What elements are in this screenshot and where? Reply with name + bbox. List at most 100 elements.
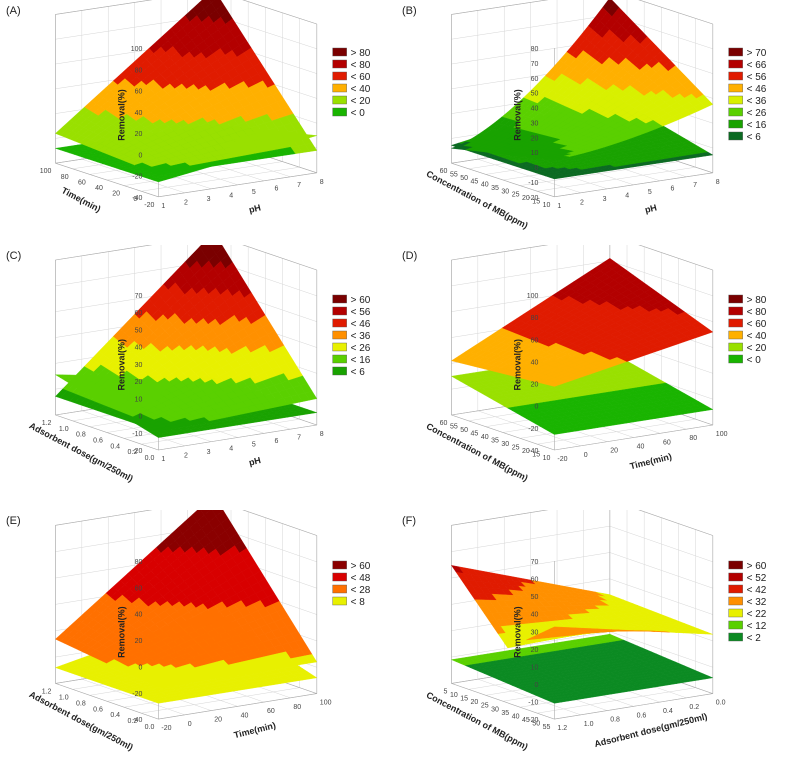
y-tick-label: 8 — [320, 431, 324, 438]
y-axis-label: pH — [248, 202, 262, 215]
y-tick-label: 7 — [693, 182, 697, 189]
chart-panel-a: (A) 100 80 60 40 20 0 -20 -40 100 80 60 40 20 0 -20 1 2 3 4… — [0, 0, 396, 240]
surface-plot-svg: (C) 70 60 50 40 30 20 10 0 -10 -20 1.2 1.0 0.8 0.6 0.4 0… — [6, 245, 371, 484]
x-tick-label: 1.0 — [59, 694, 69, 701]
legend-swatch — [728, 354, 743, 364]
y-tick-label: 4 — [229, 445, 233, 452]
legend-entry: < 40 — [351, 84, 371, 95]
z-tick-label: 20 — [531, 382, 539, 389]
legend: > 80< 80< 60< 40< 20< 0 — [332, 47, 371, 119]
y-tick-label: 3 — [207, 196, 211, 203]
legend-swatch — [728, 632, 743, 642]
z-tick-label: 70 — [135, 293, 143, 300]
z-tick-label: 50 — [135, 327, 143, 334]
x-tick-label: 5 — [444, 688, 448, 695]
legend-swatch — [728, 131, 743, 141]
chart-panel-c: (C) 70 60 50 40 30 20 10 0 -10 -20 1.2 1.0 0.8 0.6 0.4 0… — [0, 245, 396, 495]
z-tick-label: -10 — [528, 180, 538, 187]
y-tick-label: 20 — [610, 448, 618, 455]
y-tick-label: 0 — [584, 452, 588, 459]
z-tick-label: 40 — [531, 359, 539, 366]
y-tick-label: 2 — [184, 199, 188, 206]
legend-entry: < 46 — [351, 319, 371, 330]
y-axis-label: pH — [644, 202, 658, 215]
legend-swatch — [728, 306, 743, 316]
z-tick-label: 40 — [135, 612, 143, 619]
upper-surface — [451, 0, 714, 160]
legend-entry: < 80 — [351, 60, 371, 71]
legend-entry: < 0 — [351, 108, 366, 119]
legend: > 60< 52< 42< 32< 22< 12< 2 — [728, 560, 767, 644]
y-tick-label: 0.0 — [716, 700, 726, 707]
legend-entry: < 20 — [351, 96, 371, 107]
z-tick-label: 100 — [131, 46, 143, 53]
y-tick-label: 0.2 — [689, 704, 699, 711]
z-tick-label: 80 — [135, 559, 143, 566]
z-tick-label: 20 — [531, 647, 539, 654]
legend-swatch — [728, 330, 743, 340]
panel-label: (E) — [6, 515, 21, 527]
z-tick-label: -40 — [528, 448, 538, 455]
y-tick-label: 1 — [161, 456, 165, 463]
legend-entry: < 36 — [351, 331, 371, 342]
z-tick-label: 30 — [531, 120, 539, 127]
z-tick-label: -20 — [132, 174, 142, 181]
y-tick-label: 5 — [252, 189, 256, 196]
y-tick-label: 0 — [188, 721, 192, 728]
z-tick-label: -20 — [528, 195, 538, 202]
y-tick-label: 6 — [671, 186, 675, 193]
z-tick-label: 10 — [135, 396, 143, 403]
upper-surface — [55, 0, 318, 175]
z-tick-label: -40 — [132, 195, 142, 202]
z-tick-label: 10 — [531, 664, 539, 671]
y-tick-label: 1 — [161, 203, 165, 210]
legend-swatch — [728, 584, 743, 594]
upper-surface — [55, 510, 318, 688]
z-axis-label: Removal(%) — [512, 606, 522, 658]
y-tick-label: 100 — [320, 700, 332, 707]
x-axis-label: Adsorbent dose(gm/250ml) — [28, 420, 135, 483]
panel-label: (C) — [6, 250, 21, 262]
z-tick-label: 40 — [135, 345, 143, 352]
x-tick-label: 40 — [481, 182, 489, 189]
legend-swatch — [728, 59, 743, 69]
y-tick-label: 80 — [689, 435, 697, 442]
y-tick-label: 40 — [637, 444, 645, 451]
z-tick-label: 40 — [531, 612, 539, 619]
legend-entry: < 32 — [747, 597, 767, 608]
x-tick-label: 55 — [543, 724, 551, 731]
y-tick-label: 60 — [267, 708, 275, 715]
z-axis-label: Removal(%) — [116, 89, 126, 141]
legend-swatch — [332, 330, 347, 340]
x-tick-label: 10 — [543, 455, 551, 462]
legend-entry: < 60 — [351, 72, 371, 83]
z-tick-label: 0 — [138, 152, 142, 159]
legend-swatch — [332, 342, 347, 352]
x-tick-label: 50 — [460, 175, 468, 182]
x-axis-label: Adsorbent dose(gm/250ml) — [28, 689, 135, 752]
legend-entry: < 56 — [747, 72, 767, 83]
legend-swatch — [332, 572, 347, 582]
x-tick-label: 25 — [512, 445, 520, 452]
x-tick-label: 0.2 — [128, 449, 138, 456]
x-tick-label: 0 — [133, 196, 137, 203]
legend-entry: < 0 — [747, 355, 762, 366]
chart-panel-b: (B) 80 70 60 50 40 30 20 10 0 -10 -20 60 55 50 45 40 35 30… — [396, 0, 792, 240]
x-tick-label: 0.0 — [145, 455, 155, 462]
y-axis-label: Time(min) — [233, 720, 277, 740]
upper-surface — [450, 258, 714, 387]
legend-entry: < 56 — [351, 307, 371, 318]
lower-surface — [450, 633, 714, 704]
y-tick-label: 20 — [214, 717, 222, 724]
x-tick-label: 1.2 — [42, 420, 52, 427]
x-tick-label: 60 — [440, 420, 448, 427]
legend-entry: < 8 — [351, 597, 366, 608]
z-tick-label: 30 — [531, 629, 539, 636]
y-tick-label: 4 — [625, 193, 629, 200]
x-tick-label: 55 — [450, 172, 458, 179]
legend-entry: > 80 — [351, 48, 371, 59]
z-tick-label: 10 — [531, 150, 539, 157]
z-tick-label: 50 — [531, 91, 539, 98]
legend-swatch — [728, 119, 743, 129]
